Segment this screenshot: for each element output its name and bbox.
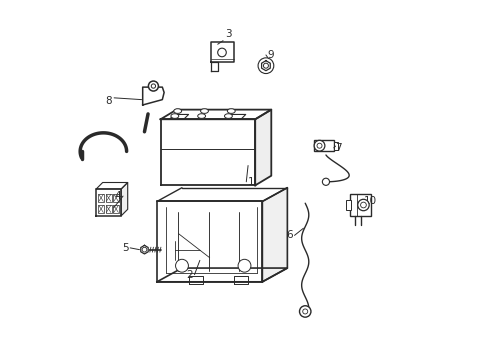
Bar <box>313 140 333 152</box>
Polygon shape <box>210 62 217 71</box>
Ellipse shape <box>316 143 322 148</box>
Polygon shape <box>160 110 271 119</box>
Polygon shape <box>226 114 245 119</box>
Polygon shape <box>189 276 203 284</box>
Ellipse shape <box>299 306 310 317</box>
Polygon shape <box>96 189 121 216</box>
Text: 7: 7 <box>335 143 342 153</box>
Polygon shape <box>233 276 247 284</box>
Bar <box>98 204 104 213</box>
Text: 2: 2 <box>186 270 192 280</box>
Bar <box>105 204 111 213</box>
Bar <box>349 194 370 216</box>
Polygon shape <box>210 42 233 62</box>
Bar <box>345 200 350 210</box>
Text: 8: 8 <box>105 96 112 107</box>
Ellipse shape <box>175 259 188 272</box>
Polygon shape <box>142 87 164 105</box>
Text: 1: 1 <box>247 177 254 187</box>
Ellipse shape <box>313 140 324 151</box>
Ellipse shape <box>227 109 235 113</box>
Polygon shape <box>157 202 262 282</box>
Text: 10: 10 <box>364 197 377 206</box>
Ellipse shape <box>238 259 250 272</box>
Ellipse shape <box>200 109 208 113</box>
Ellipse shape <box>151 84 155 88</box>
Ellipse shape <box>322 178 329 185</box>
Bar <box>113 194 119 202</box>
Polygon shape <box>141 246 148 254</box>
Bar <box>113 204 119 213</box>
Text: 4: 4 <box>114 191 121 201</box>
Polygon shape <box>121 183 127 216</box>
Ellipse shape <box>360 202 366 208</box>
Polygon shape <box>157 268 287 282</box>
Polygon shape <box>261 61 270 71</box>
Ellipse shape <box>357 199 368 211</box>
Polygon shape <box>160 119 255 185</box>
Ellipse shape <box>224 114 232 118</box>
Polygon shape <box>255 110 271 185</box>
Text: 6: 6 <box>285 230 292 240</box>
Text: 5: 5 <box>122 243 128 253</box>
Ellipse shape <box>197 114 205 118</box>
Ellipse shape <box>263 63 268 68</box>
Ellipse shape <box>258 58 273 73</box>
Bar <box>105 194 111 202</box>
Text: 3: 3 <box>224 29 231 39</box>
Text: 9: 9 <box>267 50 274 60</box>
Bar <box>333 142 337 150</box>
Ellipse shape <box>142 247 146 252</box>
Polygon shape <box>96 183 127 189</box>
Ellipse shape <box>173 109 181 113</box>
Polygon shape <box>169 114 188 119</box>
Ellipse shape <box>148 81 158 91</box>
Bar <box>98 194 104 202</box>
Ellipse shape <box>217 48 226 57</box>
Ellipse shape <box>302 309 307 314</box>
Polygon shape <box>262 188 287 282</box>
Ellipse shape <box>171 114 179 118</box>
